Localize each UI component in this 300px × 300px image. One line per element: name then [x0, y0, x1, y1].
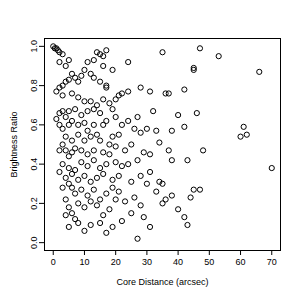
svg-text:Brightness Ratio: Brightness Ratio — [9, 111, 19, 177]
svg-text:0.2: 0.2 — [29, 197, 39, 210]
svg-text:0: 0 — [51, 257, 56, 267]
svg-text:0.8: 0.8 — [29, 79, 39, 92]
svg-text:1.0: 1.0 — [29, 40, 39, 53]
svg-text:20: 20 — [111, 257, 121, 267]
svg-text:60: 60 — [236, 257, 246, 267]
svg-text:0.4: 0.4 — [29, 158, 39, 171]
svg-text:50: 50 — [204, 257, 214, 267]
svg-text:40: 40 — [173, 257, 183, 267]
svg-text:30: 30 — [142, 257, 152, 267]
svg-text:10: 10 — [79, 257, 89, 267]
svg-text:0.0: 0.0 — [29, 236, 39, 249]
svg-text:0.6: 0.6 — [29, 119, 39, 132]
svg-text:70: 70 — [267, 257, 277, 267]
svg-text:Core Distance (arcsec): Core Distance (arcsec) — [116, 277, 208, 287]
